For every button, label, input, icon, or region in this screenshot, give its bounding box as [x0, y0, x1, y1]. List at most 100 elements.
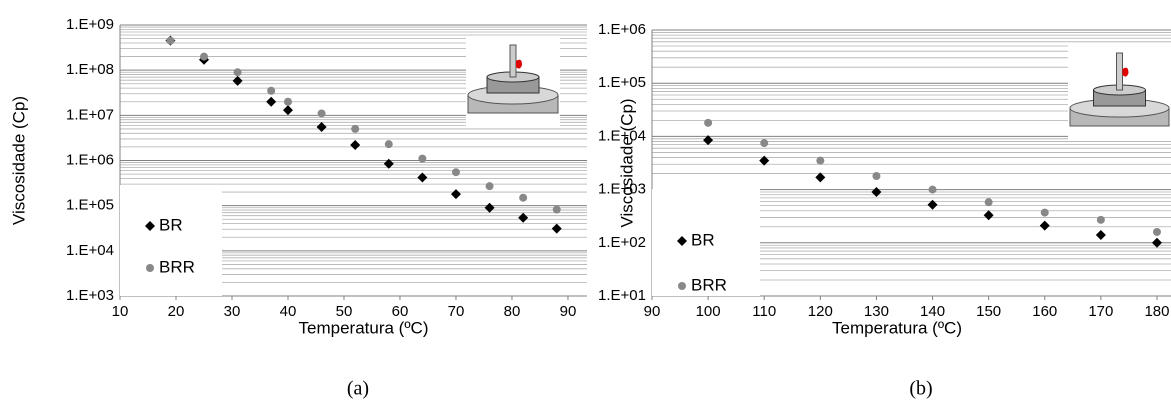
point [552, 205, 561, 214]
point [1151, 237, 1162, 248]
chart: 1.E+01 1.E+02 1.E+03 1.E+04 1.E+05 1.E+06 90 10… [598, 21, 1171, 400]
point [232, 75, 243, 86]
y-tick-label: 1.E+02 [598, 234, 646, 251]
x-axis-title: Temperatura (ºC) [299, 318, 429, 337]
point [383, 158, 394, 169]
point [317, 109, 326, 118]
point [872, 172, 881, 181]
point [983, 210, 994, 221]
point [418, 154, 427, 163]
x-tick-label: 130 [864, 303, 889, 320]
point [1152, 227, 1161, 236]
y-tick-label: 1.E+01 [598, 287, 646, 304]
legend-marker [677, 236, 687, 246]
legend-label: BRR [691, 275, 727, 294]
point [417, 172, 428, 183]
point [1040, 208, 1049, 217]
x-tick-label: 90 [644, 303, 661, 320]
point [450, 189, 461, 200]
x-tick-label: 140 [920, 303, 945, 320]
point [316, 122, 327, 133]
point [384, 140, 393, 149]
x-tick-label: 50 [336, 303, 353, 320]
x-tick-label: 80 [504, 303, 521, 320]
caption: (a) [347, 378, 369, 400]
point [351, 124, 360, 133]
point [283, 97, 292, 106]
point [760, 139, 769, 148]
point [703, 135, 714, 146]
point [1096, 215, 1105, 224]
x-tick-label: 120 [808, 303, 833, 320]
y-tick-label: 1.E+03 [66, 287, 114, 304]
legend-label: BR [159, 215, 183, 234]
x-tick-label: 30 [224, 303, 241, 320]
y-axis-title: Viscosidade (Cp) [9, 96, 28, 225]
legend-label: BRR [159, 257, 195, 276]
y-tick-label: 1.E+06 [598, 21, 646, 38]
legend-marker [146, 264, 154, 272]
x-tick-label: 170 [1088, 303, 1113, 320]
point [199, 52, 208, 61]
point [484, 202, 495, 213]
x-tick-label: 90 [560, 303, 577, 320]
x-tick-label: 160 [1032, 303, 1057, 320]
red-mark [516, 59, 522, 69]
x-tick-label: 100 [696, 303, 721, 320]
point [1095, 230, 1106, 241]
point [166, 36, 175, 45]
point [816, 156, 825, 165]
point [815, 172, 826, 183]
point [485, 182, 494, 191]
spindle [509, 44, 517, 78]
point [871, 187, 882, 198]
point [350, 140, 361, 151]
y-tick-label: 1.E+06 [66, 151, 114, 168]
point [519, 193, 528, 202]
inset-image [1068, 45, 1171, 140]
legend-marker [145, 221, 155, 231]
x-tick-label: 150 [976, 303, 1001, 320]
red-mark [1122, 67, 1129, 77]
legend-box [652, 189, 760, 296]
y-tick-label: 1.E+05 [66, 197, 114, 214]
point [759, 155, 770, 166]
caption: (b) [909, 378, 932, 400]
x-tick-label: 10 [112, 303, 129, 320]
point [233, 68, 242, 77]
point [704, 118, 713, 127]
point [551, 223, 562, 234]
y-tick-label: 1.E+07 [66, 106, 114, 123]
legend-label: BR [691, 230, 715, 249]
x-tick-label: 40 [280, 303, 297, 320]
y-tick-label: 1.E+04 [66, 242, 114, 259]
inset-image [466, 37, 560, 127]
point [266, 96, 277, 107]
y-tick-label: 1.E+04 [598, 127, 646, 144]
legend-box [120, 185, 222, 296]
point [1039, 220, 1050, 231]
y-tick-label: 1.E+03 [598, 181, 646, 198]
x-tick-label: 60 [392, 303, 409, 320]
x-axis-title: Temperatura (ºC) [832, 318, 962, 337]
point [451, 168, 460, 177]
y-axis-title: Viscosidade (Cp) [617, 98, 636, 227]
x-tick-label: 180 [1144, 303, 1169, 320]
point [282, 105, 293, 116]
y-tick-label: 1.E+08 [66, 61, 114, 78]
point [927, 199, 938, 210]
y-tick-label: 1.E+09 [66, 16, 114, 33]
x-tick-label: 20 [168, 303, 185, 320]
point [984, 198, 993, 207]
chart: 1.E+03 1.E+04 1.E+05 1.E+06 1.E+07 1.E+08 1.E+… [9, 16, 587, 400]
legend-marker [678, 282, 686, 290]
point [518, 212, 529, 223]
point [928, 185, 937, 194]
spindle [1116, 52, 1123, 91]
point [267, 86, 276, 95]
x-tick-label: 70 [448, 303, 465, 320]
x-tick-label: 110 [752, 303, 776, 320]
y-tick-label: 1.E+05 [598, 74, 646, 91]
